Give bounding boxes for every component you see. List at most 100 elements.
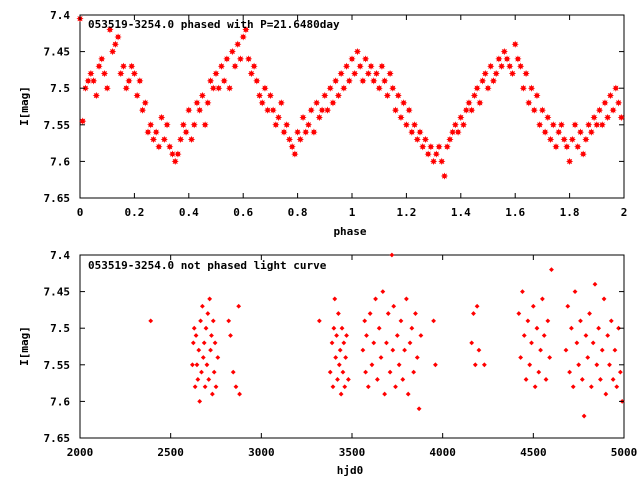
x-tick-label: 3000	[248, 446, 275, 459]
data-point	[304, 121, 313, 129]
data-point	[155, 143, 163, 151]
data-point	[207, 296, 213, 302]
data-point	[128, 62, 136, 70]
data-point	[587, 311, 592, 316]
data-point	[383, 91, 391, 100]
data-point	[605, 333, 611, 338]
x-axis-label: phase	[333, 225, 366, 238]
data-point	[516, 311, 522, 316]
data-point	[533, 91, 541, 100]
data-point	[472, 362, 478, 368]
data-point	[587, 128, 595, 136]
data-point	[119, 62, 128, 70]
data-point	[338, 391, 344, 397]
data-point	[617, 369, 623, 375]
data-point	[192, 384, 198, 390]
data-point	[590, 340, 596, 346]
data-point	[202, 384, 208, 390]
data-point	[538, 347, 543, 353]
data-point	[576, 128, 585, 136]
data-point	[495, 55, 503, 63]
data-point	[196, 347, 202, 353]
data-point	[215, 84, 223, 92]
plot-frame	[79, 254, 625, 439]
data-point	[520, 289, 525, 294]
data-point	[391, 303, 397, 309]
data-point	[149, 135, 158, 144]
data-point	[367, 62, 375, 70]
data-point	[274, 113, 283, 122]
data-point	[451, 121, 459, 129]
data-point	[604, 113, 612, 122]
data-point	[555, 128, 563, 136]
data-point	[330, 384, 336, 390]
data-point	[291, 150, 299, 158]
data-point	[369, 362, 375, 368]
x-tick-label: 1.8	[560, 206, 580, 219]
data-point	[190, 362, 195, 368]
data-point	[473, 84, 481, 92]
data-point	[345, 377, 351, 382]
data-point	[462, 106, 470, 114]
data-point	[332, 296, 338, 302]
data-point	[258, 99, 266, 107]
data-point	[239, 33, 247, 41]
x-tick-label: 3500	[339, 446, 366, 459]
data-point	[362, 55, 370, 63]
data-point	[545, 318, 551, 324]
data-point	[236, 303, 242, 309]
data-point	[179, 121, 187, 129]
data-point	[523, 377, 529, 382]
data-point	[141, 99, 149, 107]
data-point	[337, 69, 345, 78]
data-point	[245, 55, 253, 63]
data-point	[400, 377, 406, 382]
data-point	[316, 318, 322, 324]
data-point	[517, 62, 525, 70]
data-point	[362, 318, 368, 324]
data-point	[100, 69, 109, 78]
data-point	[606, 91, 614, 100]
data-point	[367, 311, 373, 316]
data-point	[568, 135, 576, 144]
x-tick-label: 5000	[611, 446, 638, 459]
data-point	[206, 377, 212, 382]
y-tick-label: 7.4	[50, 249, 70, 262]
data-point	[364, 69, 372, 78]
data-point	[269, 106, 277, 114]
data-point	[560, 135, 568, 144]
data-point	[433, 362, 438, 368]
x-tick-label: 1.4	[451, 206, 471, 219]
x-tick-label: 2500	[157, 446, 184, 459]
data-point	[92, 91, 100, 100]
data-point	[585, 355, 591, 360]
data-point	[160, 135, 168, 144]
data-point	[208, 347, 213, 353]
data-point	[593, 121, 601, 129]
data-point	[231, 62, 239, 70]
data-point	[211, 369, 217, 375]
x-tick-label: 0.8	[288, 206, 308, 219]
data-point	[285, 135, 294, 144]
data-point	[359, 77, 367, 85]
data-point	[233, 384, 239, 390]
data-point	[204, 362, 210, 368]
data-point	[185, 106, 193, 114]
data-point	[230, 369, 236, 375]
data-point	[335, 377, 340, 382]
data-point	[465, 99, 473, 107]
data-point	[198, 91, 206, 100]
data-point	[340, 84, 348, 92]
data-point	[363, 369, 368, 375]
data-point	[163, 121, 171, 129]
data-point	[242, 26, 250, 34]
data-point	[430, 157, 438, 165]
data-point	[608, 318, 614, 324]
data-point	[446, 135, 454, 144]
data-point	[144, 128, 152, 136]
data-point	[344, 333, 349, 338]
data-point	[334, 91, 342, 100]
data-point	[200, 355, 206, 360]
data-point	[351, 69, 359, 78]
data-point	[408, 128, 416, 136]
